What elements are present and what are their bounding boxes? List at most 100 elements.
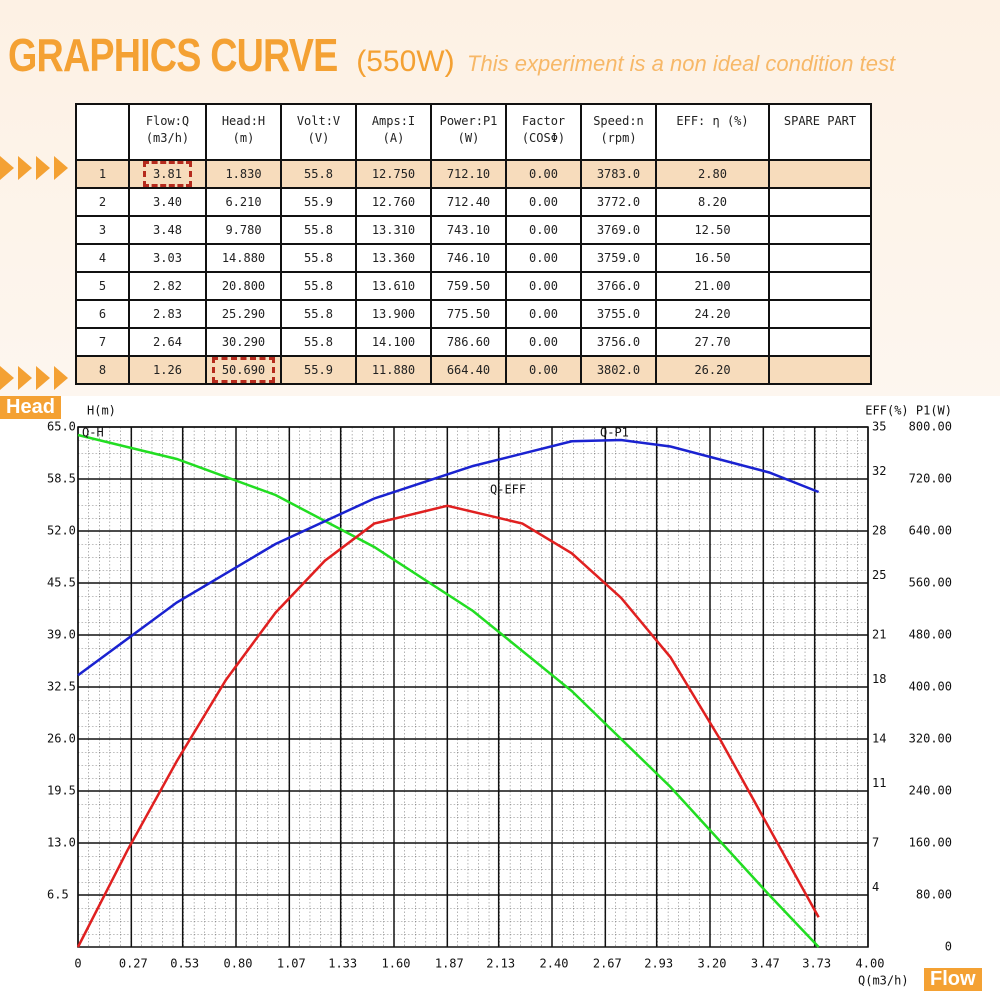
- cell: 0.00: [505, 355, 582, 385]
- y2-tick-label: 25: [872, 568, 886, 582]
- cell: 13.900: [355, 299, 432, 329]
- cell-text: 0.00: [529, 279, 558, 293]
- y-tick-label: 58.5: [47, 472, 76, 486]
- arrows: [0, 156, 68, 390]
- cell: 13.310: [355, 215, 432, 245]
- header-cell: EFF: η (%): [655, 103, 770, 161]
- cell: 12.50: [655, 215, 770, 245]
- cell: 712.40: [430, 187, 507, 217]
- x-tick-label: 1.33: [328, 957, 357, 971]
- cell-text: 786.60: [446, 335, 491, 349]
- cell: 1.26: [128, 355, 207, 385]
- cell-text: 1.830: [225, 167, 262, 181]
- cell-text: 1: [98, 167, 107, 181]
- cell-text: 55.9: [304, 195, 333, 209]
- y-tick-label: 52.0: [47, 524, 76, 538]
- header-text: Speed:n: [593, 114, 644, 128]
- cell-text: 2.80: [698, 167, 727, 181]
- cell-text: 13.900: [371, 307, 416, 321]
- cell-text: 55.8: [304, 167, 333, 181]
- cell: 712.10: [430, 159, 507, 189]
- cell-text: 2.64: [153, 335, 182, 349]
- cell: 55.8: [280, 327, 357, 357]
- cell: 2: [75, 187, 130, 217]
- note: This experiment is a non ideal condition…: [467, 51, 896, 76]
- cell: 775.50: [430, 299, 507, 329]
- cell-text: 1.26: [153, 363, 182, 377]
- cell-text: 2.83: [153, 307, 182, 321]
- cell: [768, 355, 872, 385]
- cell: 55.9: [280, 355, 357, 385]
- y3-tick-label: 800.00: [909, 420, 952, 434]
- cell-text: 712.10: [446, 167, 491, 181]
- cell-text: 0.00: [529, 363, 558, 377]
- x-tick-label: 1.60: [382, 957, 411, 971]
- x-tick-label: 0.53: [170, 957, 199, 971]
- cell-text: 3766.0: [596, 279, 641, 293]
- header-text: (rpm): [600, 131, 637, 145]
- table-row: 1 3.81 1.830 55.8 12.750 712.10 0.00 3783.0 2.80: [75, 159, 872, 189]
- y3-tick-label: 80.00: [916, 888, 952, 902]
- table-row: 2 3.40 6.210 55.9 12.760 712.40 0.00 3772.0 8.20: [75, 187, 872, 217]
- header-cell: Power:P1 (W): [430, 103, 507, 161]
- y-tick-label: 32.5: [47, 680, 76, 694]
- table-row: 5 2.82 20.800 55.8 13.610 759.50 0.00 3766.0 21.…: [75, 271, 872, 301]
- cell: 3.81: [128, 159, 207, 189]
- cell-text: 7: [98, 335, 107, 349]
- cell: 6: [75, 299, 130, 329]
- cell-text: 8.20: [698, 195, 727, 209]
- header-text: Flow:Q: [145, 114, 190, 128]
- cell: 2.80: [655, 159, 770, 189]
- cell: 3769.0: [580, 215, 657, 245]
- power: (550W): [356, 45, 455, 78]
- y-tick-label: 45.5: [47, 576, 76, 590]
- title: GRAPHICS CURVE: [8, 29, 338, 81]
- y2-tick-label: 18: [872, 672, 886, 686]
- header-cell: Head:H (m): [205, 103, 282, 161]
- cell-text: 12.760: [371, 195, 416, 209]
- y3-tick-label: 560.00: [909, 576, 952, 590]
- cell: 55.8: [280, 159, 357, 189]
- cell: 3.48: [128, 215, 207, 245]
- cell-text: 0.00: [529, 195, 558, 209]
- cell-text: 24.20: [694, 307, 731, 321]
- header-cell: Speed:n (rpm): [580, 103, 657, 161]
- cell-text: 2: [98, 195, 107, 209]
- cell: 12.760: [355, 187, 432, 217]
- cell: 3.03: [128, 243, 207, 273]
- cell: 13.610: [355, 271, 432, 301]
- cell: 786.60: [430, 327, 507, 357]
- header-text: (A): [382, 131, 405, 145]
- curve: [76, 504, 820, 948]
- header-text: Factor: [521, 114, 566, 128]
- y2-tick-label: 35: [872, 420, 886, 434]
- cell: [768, 327, 872, 357]
- cell-text: 55.8: [304, 251, 333, 265]
- cell-text: 6: [98, 307, 107, 321]
- cell-text: 0.00: [529, 251, 558, 265]
- header-text: (m3/h): [145, 131, 190, 145]
- cell-text: 26.20: [694, 363, 731, 377]
- cell: 27.70: [655, 327, 770, 357]
- cell: 14.100: [355, 327, 432, 357]
- header-cell: SPARE PART: [768, 103, 872, 161]
- header-text: (m): [232, 131, 255, 145]
- cell: 3: [75, 215, 130, 245]
- cell: 2.82: [128, 271, 207, 301]
- x-tick-label: 3.20: [698, 957, 727, 971]
- y2-tick-label: 11: [872, 776, 886, 790]
- cell-text: 3783.0: [596, 167, 641, 181]
- cell: 7: [75, 327, 130, 357]
- header-cell: Factor (COSΦ): [505, 103, 582, 161]
- cell-text: 55.8: [304, 335, 333, 349]
- y3-tick-label: 160.00: [909, 836, 952, 850]
- cell: [768, 271, 872, 301]
- cell: 1: [75, 159, 130, 189]
- y2-tick-label: 4: [872, 880, 879, 894]
- x-tick-label: 2.13: [486, 957, 515, 971]
- y-tick-label: 13.0: [47, 836, 76, 850]
- x-tick-label: 3.47: [751, 957, 780, 971]
- cell: 2.64: [128, 327, 207, 357]
